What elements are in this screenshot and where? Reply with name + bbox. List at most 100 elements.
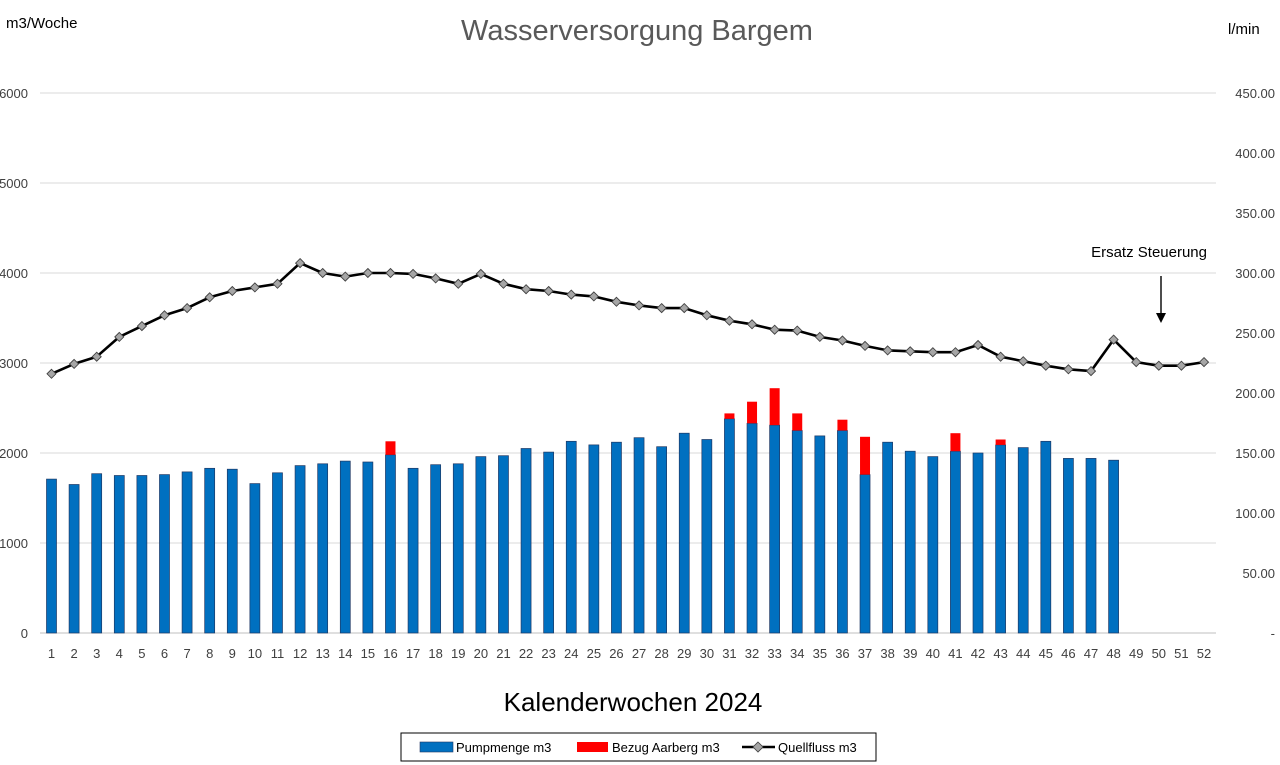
bar-pumpmenge [204,467,216,634]
left-tick-label: 2000 [0,446,28,461]
bar-pumpmenge [791,430,803,634]
left-tick-label: 5000 [0,176,28,191]
x-tick-label: 27 [632,646,646,661]
x-tick-label: 4 [116,646,123,661]
quellfluss-marker [159,310,170,321]
x-tick-label: 49 [1129,646,1143,661]
x-tick-label: 12 [293,646,307,661]
quellfluss-marker [679,302,690,314]
x-tick-label: 43 [993,646,1007,661]
bar-bezug [769,388,780,426]
quellfluss-marker [204,292,215,303]
quellfluss-marker [340,271,351,282]
x-tick-label: 28 [654,646,668,661]
bar-pumpmenge [249,483,261,634]
x-tick-label: 44 [1016,646,1030,661]
bar-pumpmenge [520,448,532,634]
x-tick-label: 16 [383,646,397,661]
bar-pumpmenge [588,444,600,634]
quellfluss-marker [769,324,780,335]
quellfluss-marker [1018,356,1029,367]
x-tick-label: 22 [519,646,533,661]
left-axis-ticks: 0 1000 2000 3000 4000 5000 6000 [0,86,28,641]
x-tick-label: 39 [903,646,917,661]
x-tick-label: 20 [474,646,488,661]
bar-bezug [950,433,961,452]
x-tick-label: 19 [451,646,465,661]
quellfluss-marker [475,268,486,280]
x-tick-label: 6 [161,646,168,661]
x-tick-label: 46 [1061,646,1075,661]
bar-pumpmenge [543,451,555,634]
bar-pumpmenge [995,444,1006,634]
bar-pumpmenge [1040,440,1052,634]
x-tick-label: 5 [138,646,145,661]
bar-bezug [995,439,1006,445]
bar-pumpmenge [46,478,57,634]
bar-pumpmenge [814,435,826,634]
bar-pumpmenge [498,455,509,634]
x-axis-ticks: 1 2 3 4 5 6 7 8 9 10 11 12 13 14 15 16 17 18 19 20 21 22 23 24 2… [48,646,1211,661]
quellfluss-marker [249,282,261,293]
right-tick-label: 150.00 [1235,446,1275,461]
quellfluss-marker [362,267,374,279]
legend-label-bezug: Bezug Aarberg m3 [612,740,720,755]
quellfluss-marker [995,351,1006,362]
quellfluss-marker [294,257,306,269]
x-tick-label: 9 [229,646,236,661]
quellfluss-marker [882,345,893,356]
quellfluss-marker [792,325,803,336]
quellfluss-marker [46,368,57,379]
left-tick-label: 0 [21,626,28,641]
x-tick-label: 29 [677,646,691,661]
quellfluss-marker [905,346,916,357]
right-tick-label: 300.00 [1235,266,1275,281]
bar-pumpmenge [385,454,396,634]
x-tick-label: 1 [48,646,55,661]
x-tick-label: 38 [880,646,894,661]
quellfluss-marker [837,335,848,346]
legend: Pumpmenge m3 Bezug Aarberg m3 Quellfluss… [400,732,877,762]
x-tick-label: 47 [1084,646,1098,661]
x-tick-label: 21 [496,646,510,661]
bar-pumpmenge [181,471,193,634]
x-tick-label: 34 [790,646,804,661]
bar-bezug [837,419,848,431]
quellfluss-marker [724,315,735,326]
quellfluss-marker [814,331,825,343]
right-tick-label: - [1271,626,1275,641]
quellfluss-marker [543,285,554,297]
bar-pumpmenge [68,484,80,634]
bar-pumpmenge [633,437,645,634]
quellfluss-marker [1085,365,1097,377]
left-tick-label: 6000 [0,86,28,101]
bar-bezug [792,413,803,431]
quellfluss-marker [227,285,238,297]
bar-pumpmenge [339,460,351,634]
right-tick-label: 50.00 [1242,566,1275,581]
quellfluss-marker [407,268,419,280]
x-tick-label: 18 [428,646,442,661]
bar-pumpmenge [837,430,848,634]
right-tick-label: 250.00 [1235,326,1275,341]
quellfluss-marker [68,358,80,370]
gridlines [40,92,1216,634]
quellfluss-marker [1176,360,1187,371]
right-tick-label: 200.00 [1235,386,1275,401]
quellfluss-marker [588,291,599,302]
x-tick-label: 25 [587,646,601,661]
legend-swatch-pumpmenge [419,741,454,753]
x-tick-label: 30 [700,646,714,661]
bar-pumpmenge [430,464,442,634]
bar-pumpmenge [746,422,758,634]
left-tick-label: 1000 [0,536,28,551]
bar-pumpmenge [1085,458,1097,634]
x-tick-label: 42 [971,646,985,661]
x-tick-label: 10 [248,646,262,661]
quellfluss-marker [701,310,712,321]
bar-pumpmenge [927,456,939,634]
bar-bezug [724,413,735,419]
right-tick-label: 100.00 [1235,506,1275,521]
quellfluss-marker [972,339,984,351]
